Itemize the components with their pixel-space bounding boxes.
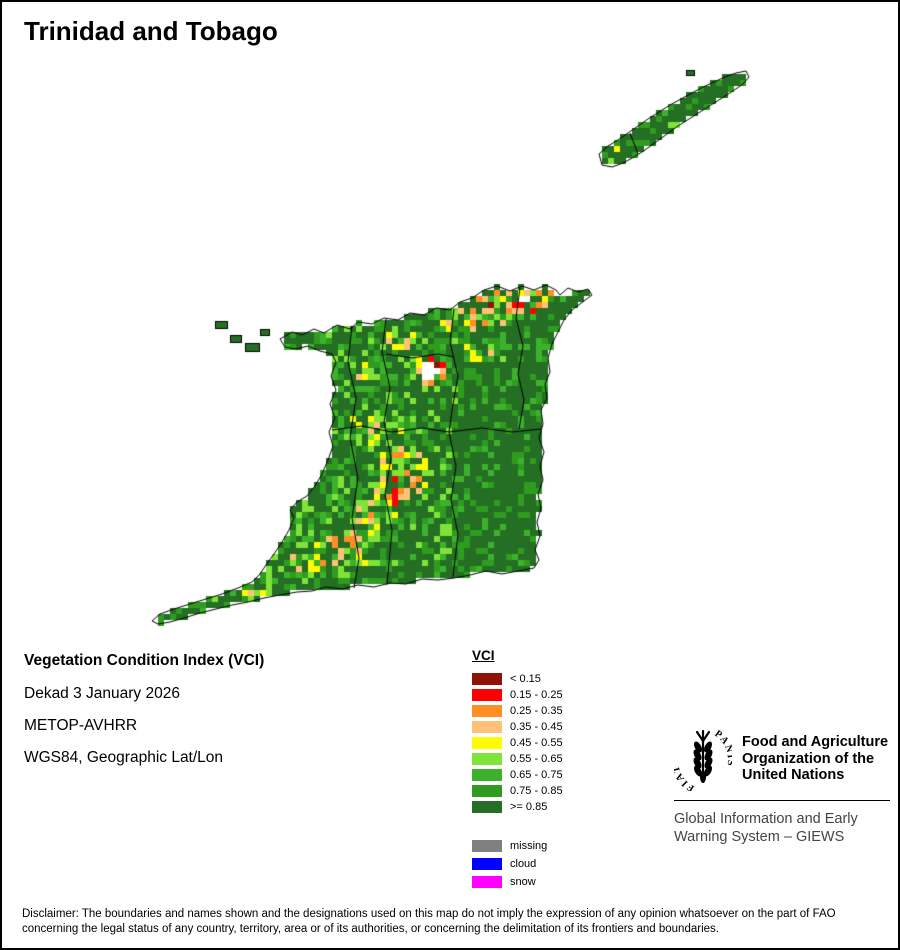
svg-text:FIAT: FIAT	[674, 763, 696, 791]
projection-label: WGS84, Geographic Lat/Lon	[24, 749, 224, 766]
legend-label: 0.25 - 0.35	[510, 705, 563, 717]
vci-legend-classes: < 0.15 0.15 - 0.25 0.25 - 0.35 0.35 - 0.45 0…	[472, 671, 632, 815]
legend-label: 0.15 - 0.25	[510, 689, 563, 701]
giews-name-line: Global Information and Early	[674, 811, 858, 827]
dekad-label: Dekad 3 January 2026	[24, 685, 180, 702]
legend-swatch	[472, 858, 502, 870]
fao-name-line: Organization of the	[742, 750, 875, 767]
legend-label: 0.55 - 0.65	[510, 753, 563, 765]
legend-row-extra: snow	[472, 873, 632, 891]
legend-label: missing	[510, 840, 548, 852]
index-name: Vegetation Condition Index (VCI)	[24, 652, 265, 669]
legend-row-class: 0.55 - 0.65	[472, 751, 632, 767]
legend-swatch	[472, 801, 502, 813]
legend-swatch	[472, 673, 502, 685]
legend-swatch	[472, 689, 502, 701]
legend-row-class: 0.25 - 0.35	[472, 703, 632, 719]
legend-swatch	[472, 840, 502, 852]
legend-label: snow	[510, 876, 536, 888]
legend-row-class: 0.15 - 0.25	[472, 687, 632, 703]
legend-row-class: < 0.15	[472, 671, 632, 687]
legend-row-class: 0.45 - 0.55	[472, 735, 632, 751]
svg-text:PANIS: PANIS	[712, 729, 732, 768]
legend-label: 0.35 - 0.45	[510, 721, 563, 733]
legend-title: VCI	[472, 648, 495, 663]
map-canvas	[2, 2, 898, 642]
legend-swatch	[472, 876, 502, 888]
legend-row-extra: cloud	[472, 855, 632, 873]
disclaimer-text: Disclaimer: The boundaries and names sho…	[22, 908, 836, 935]
legend-label: >= 0.85	[510, 801, 548, 813]
legend-swatch	[472, 785, 502, 797]
vci-legend-extras: missing cloud snow	[472, 837, 632, 891]
giews-name: Global Information and Early Warning Syst…	[674, 810, 890, 846]
fao-block: FIAT PANIS	[674, 729, 890, 846]
legend-swatch	[472, 753, 502, 765]
legend-row-class: 0.75 - 0.85	[472, 783, 632, 799]
vci-legend: VCI < 0.15 0.15 - 0.25 0.25 - 0.35 0.35 - 0…	[472, 648, 632, 891]
legend-label: < 0.15	[510, 673, 541, 685]
legend-label: 0.45 - 0.55	[510, 737, 563, 749]
legend-swatch	[472, 769, 502, 781]
legend-row-class: 0.35 - 0.45	[472, 719, 632, 735]
fao-name-line: United Nations	[742, 767, 845, 783]
fao-name: Food and Agriculture Organization of the U…	[742, 729, 888, 791]
fao-header: FIAT PANIS	[674, 729, 890, 791]
giews-name-line: Warning System – GIEWS	[674, 829, 845, 845]
legend-label: cloud	[510, 858, 537, 870]
divider-line	[674, 800, 890, 801]
sensor-label: METOP-AVHRR	[24, 717, 138, 734]
legend-row-class: >= 0.85	[472, 799, 632, 815]
legend-swatch	[472, 705, 502, 717]
legend-label: 0.65 - 0.75	[510, 769, 563, 781]
fao-name-line: Food and Agriculture	[742, 734, 889, 750]
legend-label: 0.75 - 0.85	[510, 785, 563, 797]
legend-row-class: 0.65 - 0.75	[472, 767, 632, 783]
legend-swatch	[472, 737, 502, 749]
fao-logo-icon: FIAT PANIS	[674, 729, 732, 791]
legend-row-extra: missing	[472, 837, 632, 855]
legend-swatch	[472, 721, 502, 733]
